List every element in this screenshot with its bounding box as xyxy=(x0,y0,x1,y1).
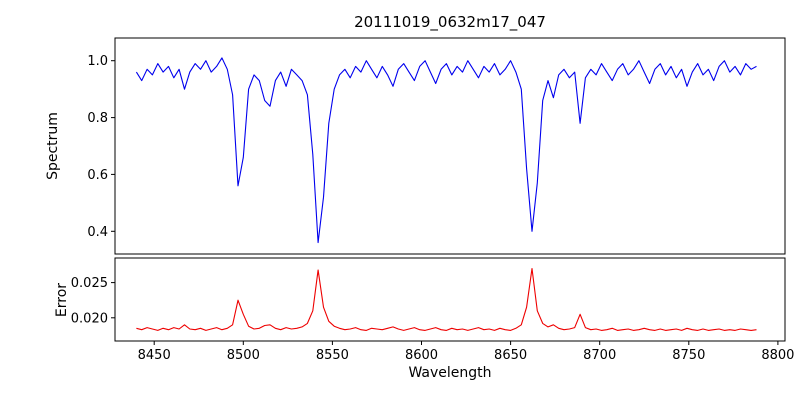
error-line xyxy=(136,268,757,331)
y-tick-label: 1.0 xyxy=(87,54,108,69)
x-tick-label: 8500 xyxy=(227,348,260,363)
spectrum-line xyxy=(135,57,757,244)
y-axis-label-error: Error xyxy=(54,283,70,317)
y-tick-label: 0.8 xyxy=(87,111,108,126)
bottom-axes-frame xyxy=(114,257,786,342)
top-axes-frame xyxy=(114,37,786,255)
y-tick-label: 0.6 xyxy=(87,168,108,183)
y-axis-ticks: 0.4 0.6 0.8 1.0 0.020 0.025 xyxy=(71,54,115,326)
x-tick-label: 8600 xyxy=(405,348,438,363)
x-axis-label: Wavelength xyxy=(408,365,491,381)
y-axis-label-spectrum: Spectrum xyxy=(45,112,61,180)
x-tick-label: 8650 xyxy=(494,348,527,363)
x-tick-label: 8700 xyxy=(583,348,616,363)
chart-title: 20111019_0632m17_047 xyxy=(354,13,546,32)
y-tick-label: 0.4 xyxy=(87,225,108,240)
x-axis-ticks: 8450 8500 8550 8600 8650 8700 8750 8800 xyxy=(138,341,794,363)
x-tick-label: 8450 xyxy=(138,348,171,363)
x-tick-label: 8550 xyxy=(316,348,349,363)
x-tick-label: 8800 xyxy=(761,348,794,363)
x-tick-label: 8750 xyxy=(672,348,705,363)
y-tick-label: 0.020 xyxy=(71,311,108,326)
y-tick-label: 0.025 xyxy=(71,276,108,291)
